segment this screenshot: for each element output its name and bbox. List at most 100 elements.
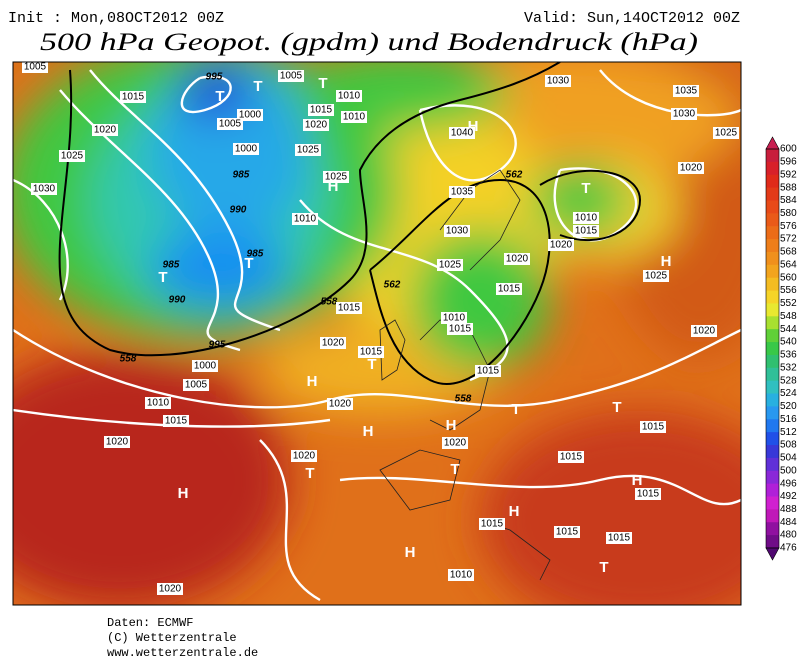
isobar-label: 1020: [693, 326, 716, 337]
isobar-label-box: [479, 518, 505, 530]
high-pressure-marker: H: [468, 118, 479, 135]
colorbar-tick-label: 496: [780, 478, 797, 489]
isobar-label: 1020: [106, 437, 129, 448]
colorbar-segment: [766, 496, 779, 510]
colorbar-tick-label: 564: [780, 259, 797, 270]
colorbar-tick-label: 600: [780, 144, 797, 155]
colorbar-tick-label: 528: [780, 375, 797, 386]
isobar-label: 1025: [715, 128, 738, 139]
colorbar-frame: [765, 148, 780, 549]
colorbar-tick-label: 508: [780, 440, 797, 451]
geopotential-label: 985: [233, 170, 250, 181]
isobar-label: 1015: [498, 284, 521, 295]
geopotential-label: 995: [209, 340, 226, 351]
colorbar-segment: [766, 445, 779, 459]
low-pressure-marker: T: [612, 399, 621, 416]
map-frame: [12, 61, 742, 606]
isobar-label: 1020: [680, 163, 703, 174]
colorbar-cap-top: [765, 136, 780, 150]
colorbar-segment: [766, 174, 779, 189]
isobar-label: 1020: [94, 125, 117, 136]
colorbar-segment: [766, 470, 779, 485]
geopotential-label: 995: [206, 72, 223, 83]
colorbar-segment: [766, 161, 779, 176]
colorbar-segment: [766, 251, 779, 266]
colorbar-tick-label: 552: [780, 298, 797, 309]
high-pressure-marker: H: [509, 503, 520, 520]
high-pressure-marker: H: [178, 485, 189, 502]
colorbar-segment: [766, 419, 779, 433]
isobar-label: 1020: [444, 438, 467, 449]
footer-data: Daten: ECMWF: [107, 616, 193, 630]
isobar-label: 1015: [477, 366, 500, 377]
high-pressure-marker: H: [363, 423, 374, 440]
isobar-label-box: [336, 302, 362, 314]
colorbar-segment: [766, 432, 779, 446]
isobar-label-box: [554, 526, 580, 538]
colorbar-tick-label: 480: [780, 530, 797, 541]
colorbar-tick-label: 532: [780, 362, 797, 373]
low-pressure-marker: T: [158, 269, 167, 286]
isobar-label-box: [323, 171, 349, 183]
isobar-label-box: [496, 283, 522, 295]
isobar-label-box: [447, 323, 473, 335]
colorbar-tick-label: 580: [780, 208, 797, 219]
isobar-label: 1010: [294, 214, 317, 225]
isobar-label: 1015: [608, 533, 631, 544]
isobar-label-box: [163, 415, 189, 427]
isobar-label-box: [643, 270, 669, 282]
colorbar-segment: [766, 367, 779, 382]
colorbar-segment: [766, 239, 779, 253]
geopotential-label: 558: [120, 354, 137, 365]
isobar-label-box: [336, 90, 362, 102]
isobar-label-box: [157, 583, 183, 595]
low-pressure-marker: T: [244, 255, 253, 272]
map-title: 500 hPa Geopot. (gpdm) und Bodendruck (h…: [40, 29, 698, 56]
isobar-label: 1030: [673, 109, 696, 120]
colorbar-segment: [766, 303, 779, 317]
isobar-label: 1025: [297, 145, 320, 156]
colorbar-tick-label: 524: [780, 388, 797, 399]
isobar-label: 1010: [343, 112, 366, 123]
isobar-label-box: [233, 143, 259, 155]
isobar-label-box: [92, 124, 118, 136]
colorbar-tick-label: 548: [780, 311, 797, 322]
isobar-label: 1005: [280, 71, 303, 82]
isobar-label-box: [59, 150, 85, 162]
isobar-label: 1030: [33, 184, 56, 195]
colorbar-cap-bottom: [765, 547, 780, 561]
colorbar-segment: [766, 354, 779, 369]
high-pressure-marker: H: [307, 373, 318, 390]
geopotential-label: 562: [506, 170, 523, 181]
low-pressure-marker: T: [367, 356, 376, 373]
isobar-label: 1015: [575, 226, 598, 237]
isobar-label: 1020: [322, 338, 345, 349]
colorbar-segment: [766, 483, 779, 497]
isobar-label: 1035: [675, 86, 698, 97]
isobar-label-box: [545, 75, 571, 87]
isobar-label-box: [295, 144, 321, 156]
colorbar-tick-label: 488: [780, 504, 797, 515]
geopotential-label: 985: [247, 249, 264, 260]
colorbar-tick-label: 568: [780, 247, 797, 258]
colorbar-tick-label: 504: [780, 453, 797, 464]
isobar-label-box: [573, 225, 599, 237]
low-pressure-marker: T: [305, 465, 314, 482]
isobar-label: 1015: [556, 527, 579, 538]
colorbar-segment: [766, 457, 779, 472]
isobar-label-box: [292, 213, 318, 225]
colorbar-segment: [766, 380, 779, 395]
geopotential-label: 990: [169, 295, 186, 306]
isobar-label: 1015: [560, 452, 583, 463]
low-pressure-marker: T: [253, 78, 262, 95]
isobar-label-box: [217, 118, 243, 130]
high-pressure-marker: H: [328, 178, 339, 195]
isobar-label: 1035: [451, 187, 474, 198]
isobar-label: 1015: [481, 519, 504, 530]
isobar-label-box: [444, 225, 470, 237]
footer-url: www.wetterzentrale.de: [107, 646, 258, 660]
isobar-label: 1025: [439, 260, 462, 271]
isobar-label: 1010: [450, 570, 473, 581]
low-pressure-marker: T: [215, 88, 224, 105]
